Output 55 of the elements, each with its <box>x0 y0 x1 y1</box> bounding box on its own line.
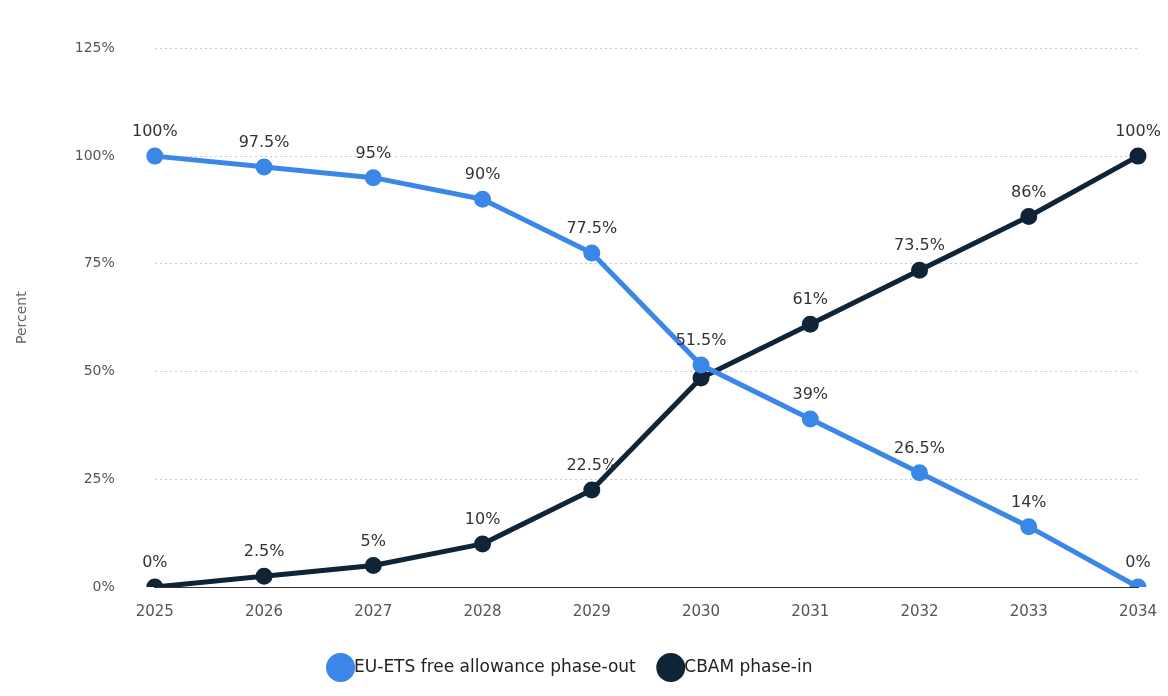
data-label: 2.5% <box>243 541 285 561</box>
y-tick-label: 100% <box>74 146 115 163</box>
legend-label: EU-ETS free allowance phase-out <box>354 655 637 676</box>
x-tick-label: 2030 <box>681 601 721 620</box>
x-tick-label: 2026 <box>244 601 284 620</box>
point <box>474 190 492 208</box>
point <box>364 169 382 187</box>
x-tick-label: 2029 <box>572 601 611 620</box>
data-label: 100% <box>1115 121 1161 141</box>
point <box>583 481 601 499</box>
x-tick-label: 2027 <box>354 601 393 620</box>
x-tick-label: 2025 <box>135 601 174 620</box>
data-label: 73.5% <box>894 235 945 255</box>
point <box>146 147 164 165</box>
data-label: 61% <box>792 289 829 309</box>
data-label: 100% <box>131 121 178 141</box>
point <box>801 315 819 333</box>
point <box>1129 147 1147 165</box>
y-tick-label: 0% <box>92 577 115 594</box>
point <box>692 356 710 374</box>
data-label: 97.5% <box>238 132 290 152</box>
point <box>583 244 601 262</box>
y-tick-label: 50% <box>83 362 115 379</box>
data-label: 95% <box>355 142 392 162</box>
data-label: 26.5% <box>894 437 945 457</box>
point <box>255 158 273 176</box>
data-label: 39% <box>792 384 829 404</box>
x-tick-label: 2031 <box>791 601 830 620</box>
y-tick-label: 125% <box>74 39 115 56</box>
data-label: 86% <box>1010 181 1047 201</box>
y-axis-title: Percent <box>13 290 30 345</box>
data-label: 0% <box>1125 552 1151 572</box>
data-label: 0% <box>142 552 168 572</box>
point <box>801 410 819 428</box>
y-tick-label: 75% <box>83 254 115 271</box>
data-label: 14% <box>1010 491 1047 511</box>
data-label: 51.5% <box>675 330 727 350</box>
point <box>255 567 273 585</box>
x-tick-label: 2028 <box>463 601 502 620</box>
legend-label: CBAM phase-in <box>684 655 813 676</box>
x-tick-label: 2032 <box>900 601 939 620</box>
data-label: 5% <box>360 530 386 550</box>
point <box>474 535 492 553</box>
point <box>911 464 929 482</box>
point <box>692 369 710 387</box>
y-tick-label: 25% <box>83 469 115 486</box>
point <box>1020 518 1038 536</box>
data-label: 10% <box>464 509 501 529</box>
x-tick-label: 2034 <box>1118 601 1158 620</box>
point <box>364 556 382 574</box>
data-label: 90% <box>464 164 501 184</box>
data-label: 77.5% <box>566 218 618 238</box>
x-tick-label: 2033 <box>1009 601 1048 620</box>
point <box>911 261 929 279</box>
point <box>1020 207 1038 225</box>
